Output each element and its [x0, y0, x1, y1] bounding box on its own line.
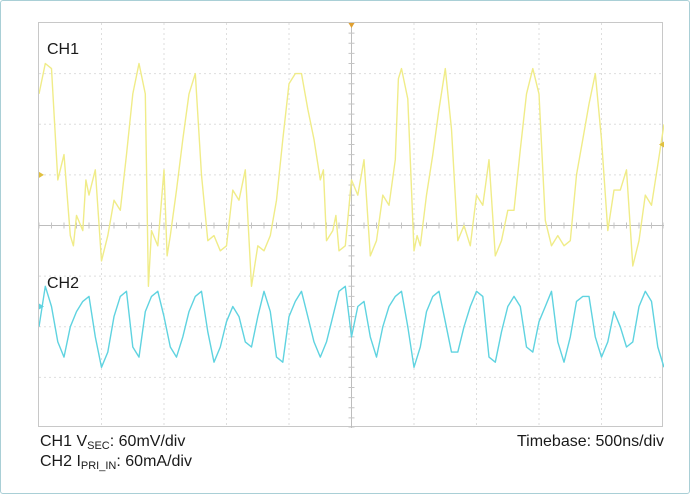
trigger-level-marker [659, 141, 664, 148]
timebase-caption: Timebase: 500ns/div [516, 433, 664, 450]
ch2-scale-caption: CH2 IPRI_IN: 60mA/div [40, 452, 192, 476]
ch1-caption-prefix: CH1 V [40, 433, 88, 450]
ch1-ground-marker [39, 171, 44, 178]
trace-ch2 [39, 285, 664, 368]
ch2-label: CH2 [47, 275, 80, 292]
ch2-caption-prefix: CH2 I [40, 453, 81, 470]
ch2-caption-subscript: PRI_IN [80, 460, 117, 472]
trigger-position-marker [348, 23, 355, 28]
trace-ch1 [39, 62, 664, 287]
oscilloscope-screen: CH1 CH2 [38, 22, 664, 428]
ch2-ground-marker [39, 303, 44, 310]
ch1-caption-suffix: : 60mV/div [109, 433, 186, 450]
ch1-caption-subscript: SEC [87, 440, 110, 452]
ch1-label: CH1 [47, 41, 80, 58]
scope-plot [39, 23, 664, 428]
ch1-scale-caption: CH1 VSEC: 60mV/div [40, 432, 185, 456]
ch2-caption-suffix: : 60mA/div [116, 453, 192, 470]
